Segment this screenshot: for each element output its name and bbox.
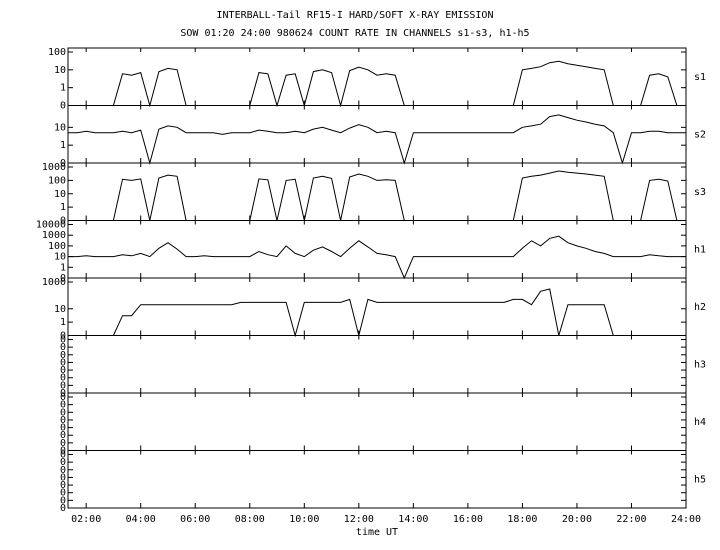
y-tick-label: 0 bbox=[60, 423, 66, 434]
y-tick-label: 0 bbox=[60, 331, 66, 342]
y-tick-label: 0 bbox=[60, 388, 66, 399]
y-tick-label: 1000 bbox=[42, 230, 66, 241]
panel-label: h3 bbox=[694, 359, 706, 370]
chart-title: INTERBALL-Tail RF15-I HARD/SOFT X-RAY EM… bbox=[217, 10, 494, 21]
y-tick-label: 0 bbox=[60, 503, 66, 514]
y-tick-label: 0 bbox=[60, 495, 66, 506]
y-tick-label: 10 bbox=[54, 122, 66, 133]
y-tick-label: 0 bbox=[60, 380, 66, 391]
panel-frame bbox=[67, 450, 687, 509]
panel-label: h4 bbox=[694, 417, 706, 428]
y-tick-label: 10 bbox=[54, 189, 66, 200]
panel-label: h2 bbox=[694, 302, 706, 313]
y-tick-label: 100 bbox=[48, 47, 66, 58]
x-tick-label: 14:00 bbox=[398, 514, 428, 525]
panel-frame bbox=[67, 105, 687, 164]
panel-frame bbox=[67, 392, 687, 451]
y-tick-label: 10 bbox=[54, 65, 66, 76]
panel-frame bbox=[67, 277, 687, 336]
x-tick-label: 18:00 bbox=[507, 514, 537, 525]
trace bbox=[68, 170, 686, 221]
x-tick-label: 08:00 bbox=[235, 514, 265, 525]
y-tick-label: 0 bbox=[60, 450, 66, 461]
trace bbox=[68, 114, 686, 165]
y-tick-label: 1 bbox=[60, 317, 66, 328]
y-tick-label: 0 bbox=[60, 216, 66, 227]
y-tick-label: 0 bbox=[60, 357, 66, 368]
x-tick-label: 20:00 bbox=[562, 514, 592, 525]
panel-label: h1 bbox=[694, 244, 706, 255]
y-tick-label: 0 bbox=[60, 350, 66, 361]
y-tick-label: 100 bbox=[48, 241, 66, 252]
panel-label: s1 bbox=[694, 72, 706, 83]
y-tick-label: 10000 bbox=[36, 220, 66, 231]
x-tick-label: 12:00 bbox=[344, 514, 374, 525]
y-tick-label: 0 bbox=[60, 273, 66, 284]
panel-frame bbox=[67, 220, 687, 279]
y-tick-label: 0 bbox=[60, 407, 66, 418]
panel-label: h5 bbox=[694, 474, 706, 485]
y-tick-label: 0 bbox=[60, 430, 66, 441]
y-tick-label: 0 bbox=[60, 342, 66, 353]
y-tick-label: 0 bbox=[60, 373, 66, 384]
y-tick-label: 10 bbox=[54, 252, 66, 263]
y-tick-label: 0 bbox=[60, 457, 66, 468]
y-tick-label: 1 bbox=[60, 83, 66, 94]
x-tick-label: 24:00 bbox=[671, 514, 701, 525]
x-tick-label: 22:00 bbox=[616, 514, 646, 525]
y-tick-label: 1 bbox=[60, 202, 66, 213]
y-tick-label: 0 bbox=[60, 446, 66, 457]
trace bbox=[68, 60, 686, 108]
panel-label: s2 bbox=[694, 129, 706, 140]
chart-subtitle: SOW 01:20 24:00 980624 COUNT RATE IN CHA… bbox=[180, 28, 529, 39]
y-tick-label: 1 bbox=[60, 262, 66, 273]
y-tick-label: 0 bbox=[60, 365, 66, 376]
x-tick-label: 04:00 bbox=[126, 514, 156, 525]
y-tick-label: 0 bbox=[60, 415, 66, 426]
y-tick-label: 1 bbox=[60, 140, 66, 151]
y-tick-label: 0 bbox=[60, 438, 66, 449]
panel-frame bbox=[67, 162, 687, 221]
x-tick-label: 16:00 bbox=[453, 514, 483, 525]
x-axis-label: time UT bbox=[356, 527, 398, 538]
panel-frame bbox=[67, 47, 687, 106]
y-tick-label: 0 bbox=[60, 480, 66, 491]
y-tick-label: 1000 bbox=[42, 277, 66, 288]
y-tick-label: 0 bbox=[60, 158, 66, 169]
x-tick-label: 10:00 bbox=[289, 514, 319, 525]
y-tick-label: 0 bbox=[60, 465, 66, 476]
trace bbox=[68, 288, 686, 338]
y-tick-label: 0 bbox=[60, 472, 66, 483]
x-tick-label: 06:00 bbox=[180, 514, 210, 525]
panel-label: s3 bbox=[694, 187, 706, 198]
y-tick-label: 0 bbox=[60, 400, 66, 411]
x-tick-label: 02:00 bbox=[71, 514, 101, 525]
y-tick-label: 0 bbox=[60, 392, 66, 403]
trace bbox=[68, 235, 686, 280]
y-tick-label: 100 bbox=[48, 175, 66, 186]
y-tick-label: 1000 bbox=[42, 162, 66, 173]
panel-frame bbox=[67, 335, 687, 394]
y-tick-label: 0 bbox=[60, 488, 66, 499]
y-tick-label: 0 bbox=[60, 335, 66, 346]
y-tick-label: 10 bbox=[54, 304, 66, 315]
y-tick-label: 0 bbox=[60, 101, 66, 112]
